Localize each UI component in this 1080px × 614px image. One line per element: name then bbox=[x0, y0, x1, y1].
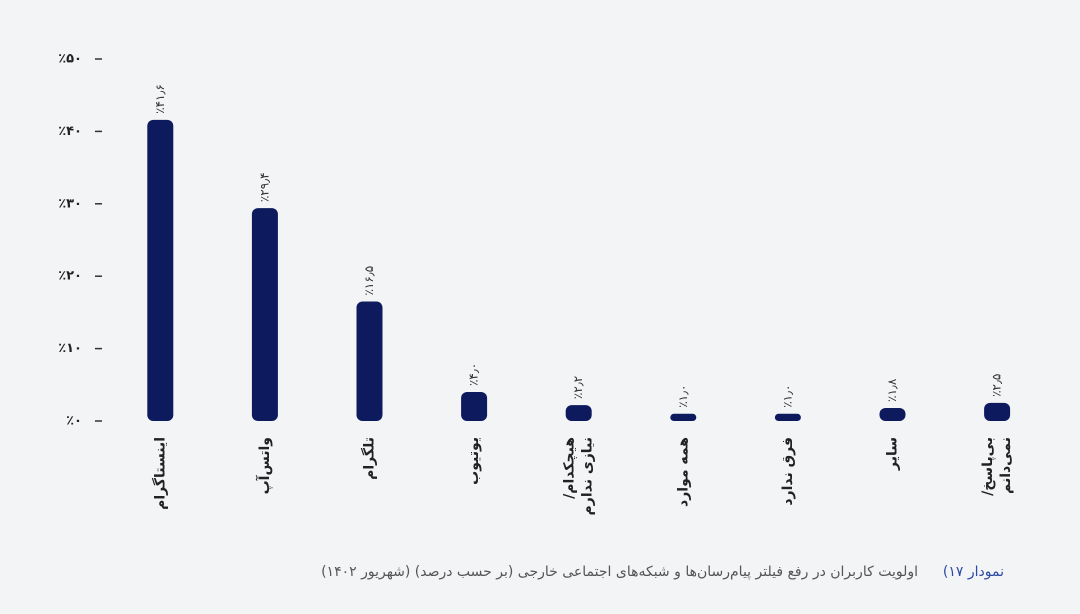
value-label: ٪۲٫۵ bbox=[990, 374, 1004, 397]
x-tick-label: یوتیوب bbox=[466, 437, 482, 485]
bar bbox=[879, 407, 906, 421]
chart-title: اولویت کاربران در رفع فیلتر پیام‌رسان‌ها… bbox=[321, 564, 918, 580]
y-tick-label: ٪۵۰ bbox=[58, 52, 82, 67]
x-tick-label: همه موارد bbox=[675, 437, 691, 507]
y-tick-label: ٪۴۰ bbox=[58, 124, 82, 139]
figure-label: نمودار ۱۷) bbox=[943, 564, 1004, 580]
value-label: ٪۱٫۰ bbox=[676, 385, 690, 408]
y-tick-label: ٪۳۰ bbox=[58, 196, 82, 211]
value-label: ٪۲۹٫۴ bbox=[257, 172, 271, 202]
x-tick-label: واتس‌آپ bbox=[255, 437, 273, 494]
value-label: ٪۲٫۲ bbox=[571, 376, 585, 399]
x-tick-label: تلگرام bbox=[361, 437, 378, 480]
bar bbox=[774, 413, 801, 421]
x-tick-label: نیازی ندارم bbox=[580, 437, 596, 515]
bar bbox=[984, 402, 1011, 421]
x-tick-label: سایر bbox=[885, 437, 901, 471]
value-label: ٪۴٫۰ bbox=[467, 363, 481, 386]
bar bbox=[565, 405, 592, 421]
value-label: ٪۱۶٫۵ bbox=[362, 266, 376, 296]
x-tick-label: نمی‌دانم bbox=[998, 437, 1014, 494]
x-tick-label: بی‌پاسخ/ bbox=[980, 437, 996, 496]
value-label: ٪۱٫۰ bbox=[780, 385, 794, 408]
y-tick-label: ٪۱۰ bbox=[58, 341, 82, 356]
bar bbox=[461, 392, 488, 421]
bar bbox=[670, 413, 697, 421]
x-tick-label: اینستاگرام bbox=[151, 437, 168, 510]
y-tick-label: ٪۰ bbox=[66, 414, 82, 429]
x-tick-label: فرق ندارد bbox=[780, 437, 796, 506]
value-label: ٪۱٫۸ bbox=[885, 378, 899, 402]
bar bbox=[147, 119, 174, 421]
bar bbox=[251, 208, 278, 421]
y-tick-label: ٪۲۰ bbox=[58, 269, 82, 284]
bar bbox=[356, 301, 383, 421]
value-label: ٪۴۱٫۶ bbox=[153, 84, 167, 114]
x-tick-label: هیچکدام/ bbox=[562, 437, 578, 499]
